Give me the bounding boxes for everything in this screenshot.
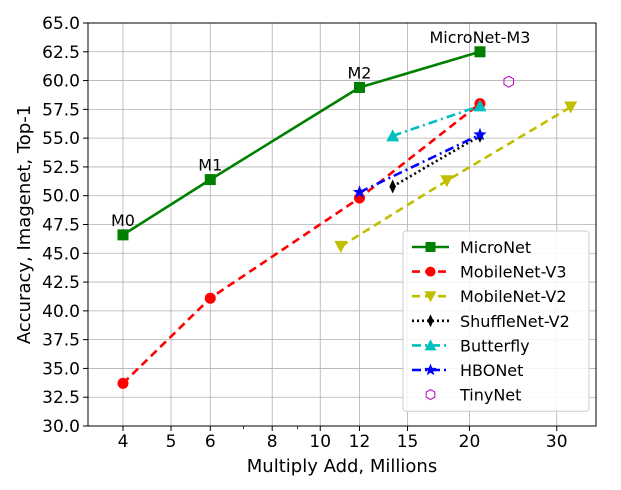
legend-label: MicroNet [460, 238, 531, 257]
series-line [340, 105, 572, 248]
series-line [392, 134, 481, 188]
series-line [122, 50, 481, 236]
marker-diamond [427, 314, 434, 328]
marker-square [353, 81, 365, 93]
point-label: M1 [198, 156, 222, 175]
legend-label: HBONet [460, 361, 523, 380]
x-tick-label: 5 [166, 432, 177, 452]
marker-triangle-down [424, 291, 437, 303]
marker-triangle-down [440, 175, 454, 188]
y-tick-label: 37.5 [42, 331, 80, 351]
marker-diamond [389, 179, 396, 194]
legend-label: MobileNet-V2 [460, 287, 567, 306]
marker-star [473, 127, 487, 141]
marker-square [117, 229, 129, 241]
series-tinynet [503, 75, 514, 88]
y-tick-label: 45.0 [42, 244, 80, 264]
marker-hexagon [503, 75, 514, 88]
marker-square [474, 46, 486, 58]
marker-square [204, 174, 216, 186]
y-tick-label: 47.5 [42, 216, 80, 236]
y-tick-label: 65.0 [42, 14, 80, 34]
marker-circle [425, 266, 436, 277]
annotations: M0 M1 M2 MicroNet-M3 [111, 28, 530, 230]
y-tick-label: 62.5 [42, 43, 80, 63]
point-label: M2 [348, 63, 372, 82]
legend-label: ShuffleNet-V2 [460, 312, 570, 331]
y-tick-label: 30.0 [42, 417, 80, 437]
y-ticks: 30.0 32.5 35.0 37.5 40.0 42.5 45.0 47.5 50.0 52.5… [42, 14, 88, 437]
y-tick-label: 52.5 [42, 158, 80, 178]
legend-item: MicroNet [412, 238, 531, 257]
y-tick-label: 60.0 [42, 72, 80, 92]
series-line [122, 102, 481, 385]
y-tick-label: 32.5 [42, 388, 80, 408]
x-tick-label: 6 [205, 432, 216, 452]
marker-triangle-up [386, 129, 400, 142]
y-tick-label: 35.0 [42, 359, 80, 379]
x-axis-label: Multiply Add, Millions [247, 456, 437, 477]
series-hbonet [352, 127, 487, 198]
legend-label: MobileNet-V3 [460, 263, 567, 282]
series-layer [117, 46, 578, 389]
x-tick-label: 20 [459, 432, 481, 452]
point-label: M0 [111, 211, 135, 230]
legend: MicroNet MobileNet-V3 MobileNet-V2 ShuffleN… [402, 230, 590, 412]
y-axis-label: Accuracy, Imagenet, Top-1 [14, 105, 35, 344]
x-tick-label: 10 [309, 432, 331, 452]
y-tick-label: 42.5 [42, 273, 80, 293]
y-tick-label: 57.5 [42, 100, 80, 120]
marker-star [352, 185, 367, 198]
series-line [392, 104, 481, 138]
marker-star [424, 363, 437, 376]
x-tick-label: 15 [397, 432, 419, 452]
marker-hexagon [425, 389, 436, 401]
legend-label: TinyNet [459, 386, 521, 405]
x-tick-label: 12 [349, 432, 371, 452]
marker-circle [117, 377, 129, 389]
legend-item: TinyNet [425, 386, 521, 405]
y-tick-label: 55.0 [42, 129, 80, 149]
legend-label: Butterfly [460, 336, 530, 355]
x-tick-label: 30 [546, 432, 568, 452]
marker-triangle-down [564, 101, 578, 114]
marker-triangle-up [473, 99, 487, 112]
legend-item: MobileNet-V2 [412, 287, 567, 306]
x-tick-label: 4 [118, 432, 129, 452]
marker-triangle-down [334, 240, 348, 253]
marker-circle [204, 292, 216, 304]
y-tick-label: 40.0 [42, 302, 80, 322]
legend-item: ShuffleNet-V2 [412, 312, 570, 331]
legend-item: MobileNet-V3 [412, 263, 567, 282]
x-tick-label: 8 [267, 432, 278, 452]
marker-square [425, 242, 436, 252]
series-line [358, 133, 481, 194]
legend-item: Butterfly [412, 336, 530, 355]
point-label: MicroNet-M3 [430, 28, 531, 47]
series-butterfly [386, 99, 487, 142]
series-mobilenet-v2 [334, 101, 578, 253]
legend-box [402, 230, 590, 412]
marker-triangle-up [424, 339, 437, 351]
x-ticks: 4 5 6 8 10 12 15 20 30 [118, 426, 568, 452]
legend-item: HBONet [412, 361, 523, 380]
series-micronet [117, 46, 486, 241]
y-tick-label: 50.0 [42, 187, 80, 207]
